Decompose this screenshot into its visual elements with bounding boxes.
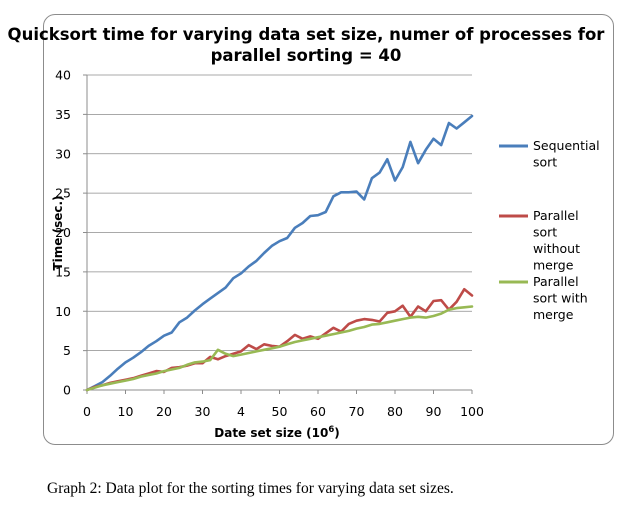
- legend-label-3: merge: [533, 307, 574, 322]
- y-tick-label: 40: [55, 68, 71, 83]
- legend-label-1: Sequential: [533, 138, 600, 153]
- y-tick-label: 0: [63, 383, 71, 398]
- x-tick-label: 20: [156, 404, 172, 419]
- x-tick-label: 60: [310, 404, 326, 419]
- legend-label-2: merge: [533, 258, 574, 273]
- figure-caption: Graph 2: Data plot for the sorting times…: [47, 480, 454, 497]
- x-axis-title-text: Date set size (10: [214, 426, 328, 440]
- x-tick-label: 100: [460, 404, 484, 419]
- legend: SequentialsortParallelsortwithoutmergePa…: [499, 138, 600, 322]
- series-lines: [85, 114, 474, 392]
- x-tick-label: 10: [118, 404, 134, 419]
- gridlines: [87, 74, 472, 352]
- legend-label-3: sort with: [533, 291, 588, 306]
- chart-title-line-1: Quicksort time for varying data set size…: [8, 25, 606, 44]
- y-tick-label: 20: [55, 225, 71, 240]
- y-tick-label: 15: [55, 264, 71, 279]
- x-axis-ticks: 0 10 20 30 4 50 60 70 80 90 100: [83, 390, 484, 419]
- y-axis-ticks: 0 5 10 15 20 25 30 35 40: [55, 68, 87, 398]
- line-chart: Quicksort time for varying data set size…: [8, 25, 606, 440]
- x-axis-title: Date set size (106): [214, 425, 339, 440]
- chart-frame: [43, 14, 614, 445]
- x-tick-label: 0: [83, 404, 91, 419]
- legend-label-2: sort: [533, 225, 557, 240]
- legend-label-3: Parallel: [533, 274, 579, 289]
- y-tick-label: 25: [55, 186, 71, 201]
- y-tick-label: 35: [55, 107, 71, 122]
- x-tick-label: 70: [349, 404, 365, 419]
- y-tick-label: 30: [55, 146, 71, 161]
- axes: [86, 75, 472, 391]
- legend-label-2: without: [533, 241, 580, 256]
- y-axis-title: Time (sec.): [51, 195, 65, 270]
- x-tick-label: 4: [237, 404, 245, 419]
- legend-label-2: Parallel: [533, 208, 579, 223]
- x-axis-title-exponent: 6: [328, 425, 334, 435]
- x-axis-title-suffix: ): [334, 426, 339, 440]
- series-line-1: [85, 114, 474, 392]
- chart-title-line-2: parallel sorting = 40: [211, 46, 402, 65]
- legend-label-1: sort: [533, 155, 557, 170]
- x-tick-label: 50: [272, 404, 288, 419]
- x-tick-label: 80: [387, 404, 403, 419]
- y-tick-label: 10: [55, 304, 71, 319]
- x-tick-label: 30: [195, 404, 211, 419]
- y-tick-label: 5: [63, 343, 71, 358]
- series-line-3: [85, 305, 474, 392]
- x-tick-label: 90: [426, 404, 442, 419]
